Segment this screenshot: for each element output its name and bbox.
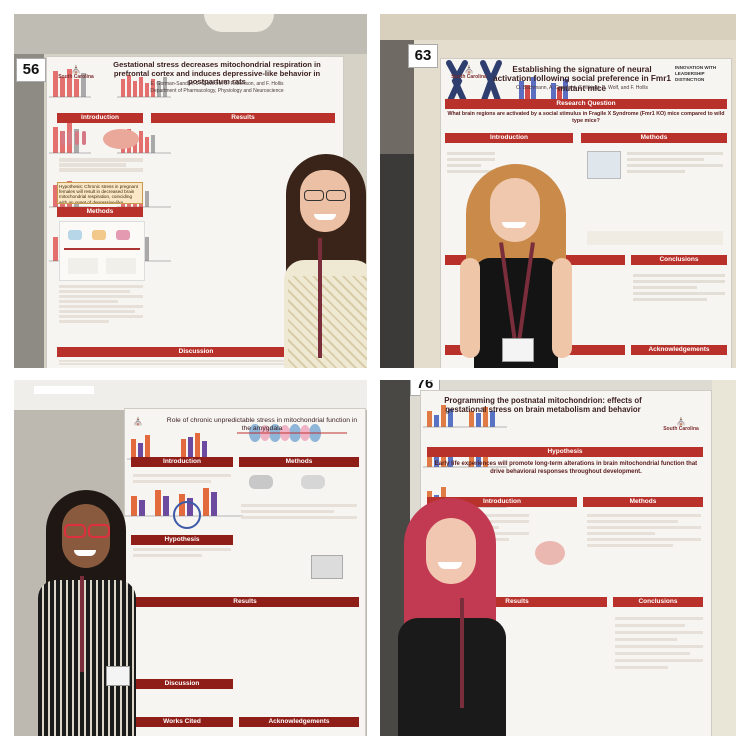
presenter-person bbox=[390, 498, 510, 736]
leadership-badge: INNOVATION WITH LEADERSHIP DISTINCTION bbox=[675, 65, 717, 82]
presenter-person bbox=[274, 150, 367, 368]
section-introduction: Introduction bbox=[57, 113, 143, 123]
section-hypothesis: Hypothesis bbox=[131, 535, 233, 545]
lanyard bbox=[318, 238, 322, 358]
methods-workflow bbox=[587, 231, 723, 245]
section-discussion: Discussion bbox=[57, 347, 335, 357]
poster-title: Programming the postnatal mitochondrion:… bbox=[444, 396, 642, 414]
chromosome-icon bbox=[446, 60, 502, 106]
methods-text bbox=[587, 511, 701, 591]
institution-name: South Carolina bbox=[58, 74, 94, 80]
intro-content bbox=[133, 471, 231, 581]
intro-text bbox=[447, 149, 495, 219]
presenter-person bbox=[460, 162, 572, 368]
section-research-question: Research Question bbox=[445, 99, 727, 109]
methods-text bbox=[627, 149, 723, 199]
methods-figure bbox=[587, 151, 621, 179]
university-logo: ⛪ South Carolina bbox=[58, 65, 94, 80]
ceiling bbox=[14, 14, 367, 54]
presenter-person bbox=[32, 490, 142, 736]
ceiling-light bbox=[34, 386, 94, 394]
photo-panel-top-right: 63 ⛪ South Carolina Establishing the sign… bbox=[380, 14, 736, 368]
university-logo: ⛪ bbox=[133, 417, 143, 426]
poster-title: Establishing the signature of neural act… bbox=[493, 65, 671, 93]
conclusions-text bbox=[615, 613, 703, 733]
face bbox=[426, 518, 476, 584]
board-number: 56 bbox=[16, 58, 46, 82]
section-introduction: Introduction bbox=[427, 497, 577, 507]
hypothesis-text: Early life experiences will promote long… bbox=[434, 461, 698, 475]
name-badge bbox=[502, 338, 534, 362]
research-question-text: What brain regions are activated by a so… bbox=[447, 111, 725, 124]
poster-authors: O. Bachmann, A. Crawford, C. Wright, D. … bbox=[515, 85, 649, 91]
poster-board-edge bbox=[14, 54, 44, 368]
board-number: 63 bbox=[408, 44, 438, 68]
photo-panel-top-left: 56 ⛪ South Carolina Gestational stress d… bbox=[14, 14, 367, 368]
poster-title: Gestational stress decreases mitochondri… bbox=[113, 60, 321, 87]
equipment-figure bbox=[311, 555, 343, 579]
section-methods: Methods bbox=[57, 207, 143, 217]
section-methods: Methods bbox=[583, 497, 703, 507]
wall bbox=[380, 14, 736, 40]
methods-content bbox=[241, 471, 357, 591]
lanyard bbox=[460, 598, 464, 708]
black-top bbox=[398, 618, 506, 736]
section-acknowledgements: Acknowledgements bbox=[631, 345, 727, 355]
intro-figure bbox=[59, 127, 143, 155]
section-conclusions: Conclusions bbox=[631, 255, 727, 265]
section-discussion: Discussion bbox=[131, 679, 233, 689]
ceiling bbox=[14, 380, 367, 410]
poster-title: Role of chronic unpredictable stress in … bbox=[166, 417, 358, 432]
section-acknowledgements: Acknowledgements bbox=[239, 717, 359, 727]
intro-figure bbox=[535, 541, 565, 565]
section-results: Results bbox=[131, 597, 359, 607]
section-introduction: Introduction bbox=[131, 457, 233, 467]
conclusions-text bbox=[633, 271, 725, 331]
smile bbox=[502, 222, 526, 228]
section-methods: Methods bbox=[581, 133, 727, 143]
neuron-icon bbox=[173, 501, 201, 529]
face bbox=[490, 178, 540, 242]
smile bbox=[74, 550, 96, 556]
lanyard bbox=[80, 576, 84, 672]
poster-affiliation: Department of Pharmacology, Physiology a… bbox=[150, 88, 284, 94]
face bbox=[300, 170, 350, 232]
photo-panel-bottom-right: 76 Programming the postnatal mitochondri… bbox=[380, 380, 736, 736]
section-conclusions: Conclusions bbox=[613, 597, 703, 607]
section-results: Results bbox=[151, 113, 335, 123]
wall bbox=[712, 380, 736, 736]
section-results: Results bbox=[427, 597, 607, 607]
university-logo: ⛪ South Carolina bbox=[451, 65, 487, 80]
photo-panel-bottom-left: Role of chronic unpredictable stress in … bbox=[14, 380, 367, 736]
intro-text bbox=[59, 157, 143, 181]
striped-dress bbox=[38, 580, 136, 736]
red-glasses-icon bbox=[64, 524, 86, 538]
ceiling-light bbox=[204, 14, 274, 32]
smile bbox=[438, 562, 462, 569]
university-logo: ⛪ South Carolina bbox=[663, 417, 699, 432]
discussion-text bbox=[59, 359, 333, 368]
glasses-icon bbox=[304, 190, 324, 201]
poster-authors: E. Gorman-Sandler, J. Crawford, B. Rober… bbox=[150, 81, 284, 87]
name-badge bbox=[106, 666, 130, 686]
methods-timeline bbox=[59, 221, 145, 281]
smile bbox=[314, 214, 336, 220]
poster: Role of chronic unpredictable stress in … bbox=[124, 408, 366, 736]
section-introduction: Introduction bbox=[445, 133, 573, 143]
hypothesis-box: Hypothesis: Chronic stress in pregnant f… bbox=[57, 182, 143, 204]
methods-text bbox=[59, 283, 143, 341]
section-works-cited: Works Cited bbox=[131, 717, 233, 727]
section-methods: Methods bbox=[239, 457, 359, 467]
results-charts bbox=[127, 424, 347, 460]
section-hypothesis: Hypothesis bbox=[427, 447, 703, 457]
